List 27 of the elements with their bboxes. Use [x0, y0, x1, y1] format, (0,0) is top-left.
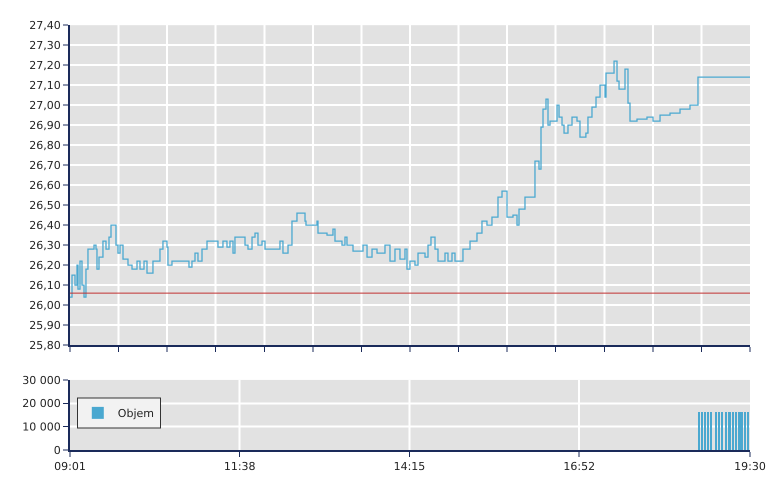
legend-label: Objem: [118, 407, 154, 420]
y-tick-label: 26,10: [29, 278, 61, 292]
y-tick-label: 25,80: [29, 338, 61, 352]
y-tick-label: 27,40: [29, 19, 61, 32]
y-tick-label: 26,80: [29, 138, 61, 152]
y-tick-label: 20 000: [22, 397, 61, 410]
x-tick-label: 16:52: [563, 460, 596, 474]
x-tick-label: 14:15: [394, 460, 426, 474]
y-tick-label: 26,40: [29, 218, 61, 232]
y-tick-label: 26,60: [29, 178, 61, 192]
y-tick-label: 0: [54, 444, 61, 457]
y-tick-label: 10 000: [22, 420, 61, 434]
x-tick-label: 09:01: [54, 460, 86, 474]
y-tick-label: 27,20: [29, 59, 61, 72]
y-tick-label: 26,00: [29, 298, 61, 312]
y-tick-label: 30 000: [22, 374, 61, 387]
x-tick-label: 19:30: [734, 460, 766, 474]
y-tick-label: 26,70: [29, 158, 61, 172]
y-tick-label: 25,90: [29, 318, 61, 332]
y-tick-label: 26,90: [29, 118, 61, 132]
y-tick-label: 26,30: [29, 238, 61, 252]
y-tick-label: 27,00: [29, 98, 61, 112]
x-tick-label: 11:38: [224, 460, 256, 474]
y-tick-label: 27,10: [29, 78, 61, 92]
y-tick-label: 27,30: [29, 39, 61, 52]
y-tick-label: 26,20: [29, 258, 61, 272]
y-tick-label: 26,50: [29, 198, 61, 212]
